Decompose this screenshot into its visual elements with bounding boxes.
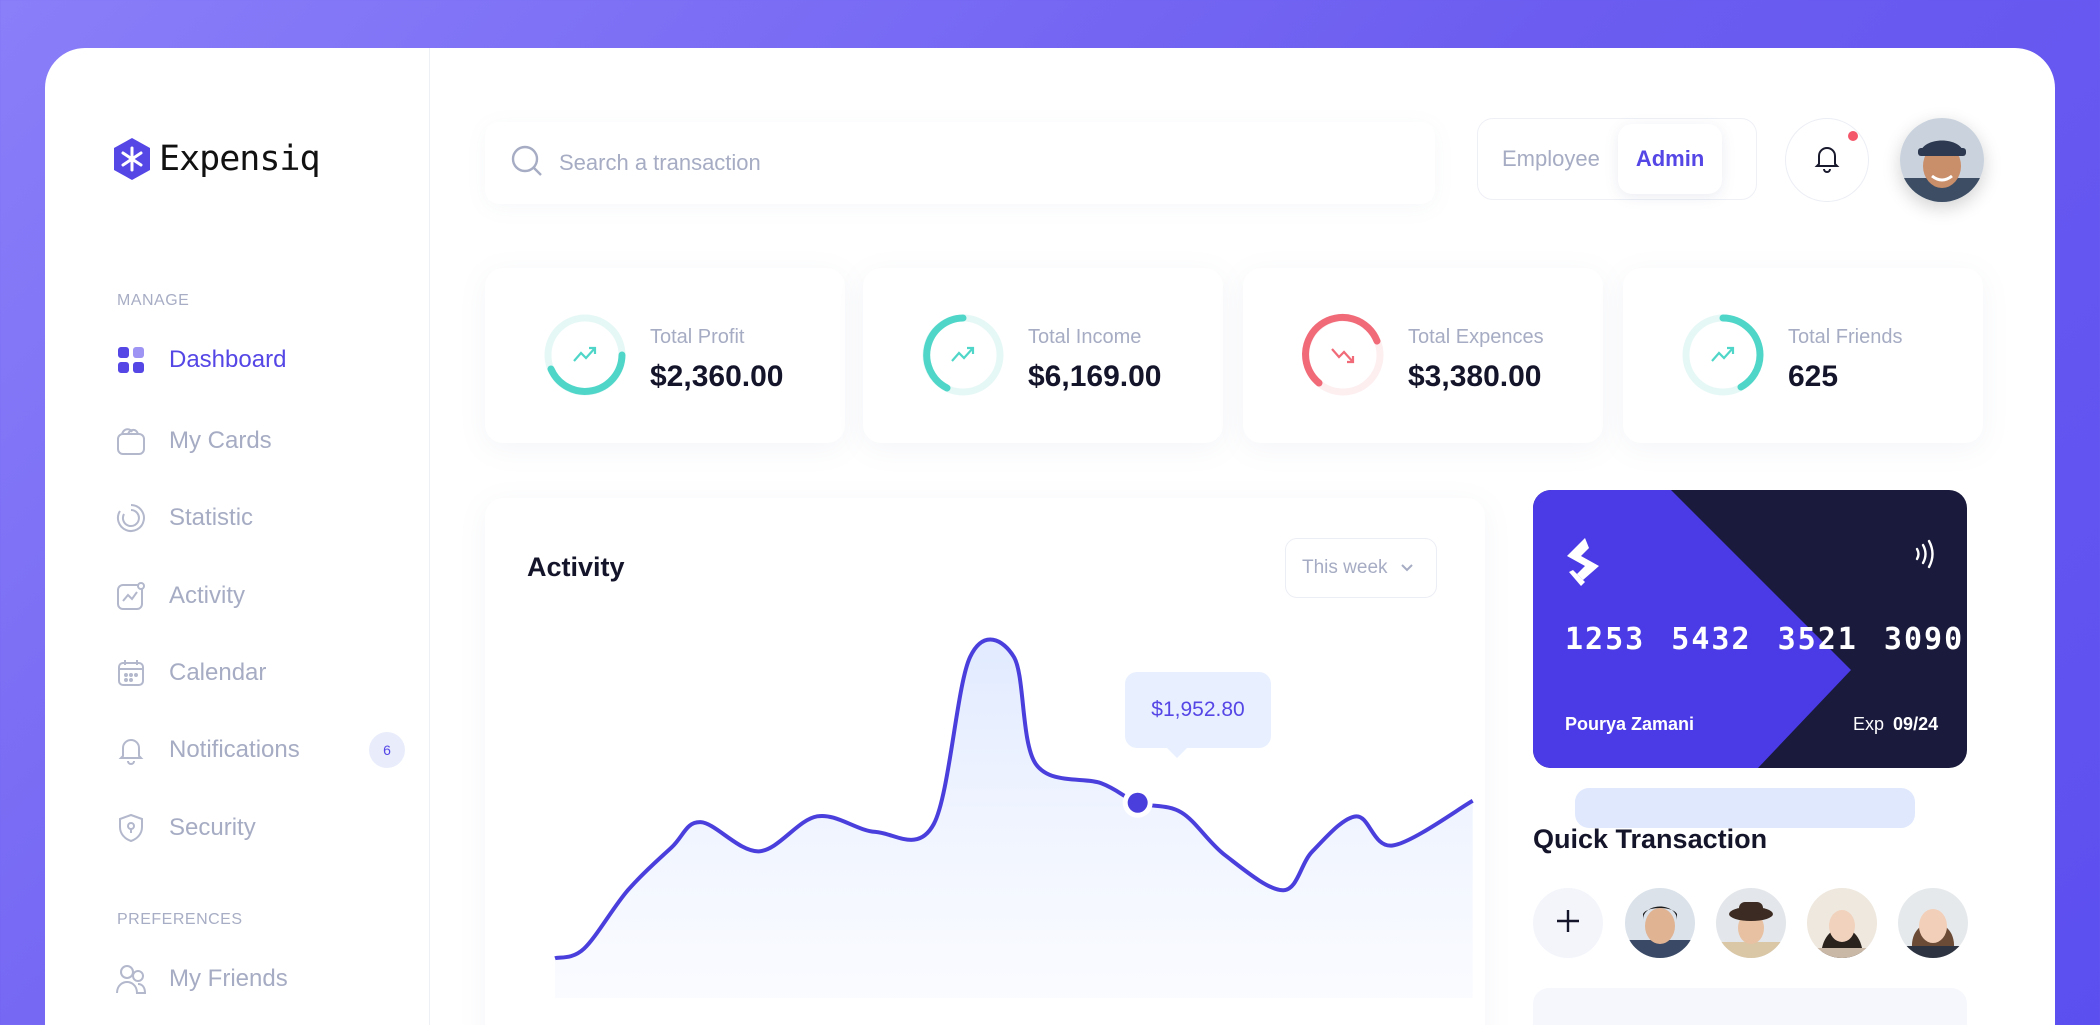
sidebar-item-statistic[interactable]: Statistic xyxy=(115,496,405,540)
chart-tooltip: $1,952.80 xyxy=(1125,672,1271,758)
notification-dot xyxy=(1848,131,1858,141)
contact-avatar[interactable] xyxy=(1807,888,1877,958)
activity-title: Activity xyxy=(527,552,625,582)
card-background xyxy=(1533,490,1851,768)
section-label-manage: MANAGE xyxy=(117,292,190,309)
x-axis-label: FEB xyxy=(684,1022,717,1025)
stat-card-total-profit[interactable]: Total Profit $2,360.00 xyxy=(485,268,845,443)
period-label: This week xyxy=(1302,557,1388,578)
stat-value: $3,380.00 xyxy=(1408,360,1542,393)
quick-transaction-title: Quick Transaction xyxy=(1533,824,1768,854)
activity-icon xyxy=(115,580,147,612)
wallet-icon xyxy=(115,425,147,457)
x-axis-label: JAN xyxy=(539,1022,571,1025)
trend-up-icon xyxy=(922,314,1004,396)
stat-label: Total Friends xyxy=(1788,326,1903,348)
s-logo-icon xyxy=(1563,536,1603,595)
search-bar[interactable] xyxy=(485,122,1435,204)
stat-card-total-income[interactable]: Total Income $6,169.00 xyxy=(863,268,1223,443)
notifications-badge: 6 xyxy=(369,732,405,768)
trend-down-icon xyxy=(1302,313,1384,396)
sidebar-item-activity[interactable]: Activity xyxy=(115,574,405,618)
period-select[interactable]: This week xyxy=(1285,538,1437,598)
bell-icon xyxy=(1812,143,1842,178)
shield-icon xyxy=(115,812,147,844)
stat-card-total-expences[interactable]: Total Expences $3,380.00 xyxy=(1243,268,1603,443)
quick-transaction-panel xyxy=(1533,988,1967,1025)
sidebar-item-label: My Friends xyxy=(169,965,288,992)
role-toggle: Employee Admin xyxy=(1477,118,1757,200)
sidebar-item-calendar[interactable]: Calendar xyxy=(115,651,405,695)
x-axis-label: APR xyxy=(975,1022,1010,1025)
sidebar-item-label: Security xyxy=(169,814,256,841)
sidebar-item-label: Statistic xyxy=(169,504,254,531)
hexagon-snowflake-icon xyxy=(114,138,150,180)
brand-logo[interactable]: Expensiq xyxy=(111,136,321,182)
card-exp-label: Exp xyxy=(1853,714,1885,734)
contact-avatar[interactable] xyxy=(1898,888,1968,958)
sidebar-item-label: My Cards xyxy=(169,427,272,454)
section-label-preferences: PREFERENCES xyxy=(117,911,243,928)
credit-card[interactable]: 1253 5432 3521 3090 Pourya Zamani Exp 09… xyxy=(1533,490,1967,768)
x-axis-label: JUN xyxy=(1267,1022,1300,1025)
card-number: 1253 5432 3521 3090 xyxy=(1565,622,1965,657)
card-holder: Pourya Zamani xyxy=(1565,714,1695,734)
plus-icon xyxy=(1554,907,1582,940)
card-exp-value: 09/24 xyxy=(1893,714,1939,734)
contactless-icon xyxy=(1913,538,1939,575)
calendar-icon xyxy=(115,657,147,689)
notifications-button[interactable] xyxy=(1785,118,1869,202)
stat-card-total-friends[interactable]: Total Friends 625 xyxy=(1623,268,1983,443)
contact-avatar[interactable] xyxy=(1716,888,1786,958)
sidebar-item-label: Calendar xyxy=(169,659,267,686)
sidebar-item-notifications[interactable]: Notifications 6 xyxy=(115,728,405,772)
brand-name: Expensiq xyxy=(159,139,321,179)
sidebar-item-label: Activity xyxy=(169,582,246,609)
stat-label: Total Income xyxy=(1028,326,1142,348)
card-stack-shadow xyxy=(1575,788,1915,828)
dashboard-icon xyxy=(115,344,147,376)
activity-panel: Activity This week $1,952.80 JAN FEB MAR AP… xyxy=(485,498,1485,1025)
stat-label: Total Profit xyxy=(650,326,745,348)
sidebar-item-my-cards[interactable]: My Cards xyxy=(115,419,405,463)
contact-avatar[interactable] xyxy=(1625,888,1695,958)
add-contact-button[interactable] xyxy=(1533,888,1603,958)
search-input[interactable] xyxy=(559,150,1359,176)
bell-icon xyxy=(115,734,147,766)
stat-value: $2,360.00 xyxy=(650,360,784,393)
app-window: Expensiq MANAGE Dashboard My Ca xyxy=(45,48,2055,1025)
search-icon xyxy=(511,145,543,182)
sidebar-item-my-friends[interactable]: My Friends xyxy=(115,957,405,1001)
sidebar-item-label: Dashboard xyxy=(169,346,287,373)
activity-chart xyxy=(554,637,1474,998)
chevron-down-icon xyxy=(1400,557,1414,579)
sidebar-item-dashboard[interactable]: Dashboard xyxy=(115,338,405,382)
sidebar: Expensiq MANAGE Dashboard My Ca xyxy=(45,48,430,1025)
x-axis-label: MAR xyxy=(827,1022,865,1025)
trend-up-icon xyxy=(1682,314,1764,396)
sidebar-item-label: Notifications xyxy=(169,736,300,763)
role-employee[interactable]: Employee xyxy=(1502,146,1600,171)
stat-label: Total Expences xyxy=(1408,326,1544,348)
user-avatar[interactable] xyxy=(1900,118,1984,202)
trend-up-icon xyxy=(544,314,626,396)
chart-line xyxy=(554,637,1474,961)
friends-icon xyxy=(115,963,147,995)
stat-value: 625 xyxy=(1788,360,1839,393)
chart-highlight-point[interactable] xyxy=(1127,792,1148,813)
x-axis-label: MAY xyxy=(1120,1022,1156,1025)
chart-area xyxy=(555,639,1473,998)
role-admin[interactable]: Admin xyxy=(1617,124,1723,194)
x-axis-label: JUL xyxy=(1414,1022,1444,1025)
sidebar-item-security[interactable]: Security xyxy=(115,806,405,850)
stat-value: $6,169.00 xyxy=(1028,360,1162,393)
card-expiry: Exp 09/24 xyxy=(1853,714,1938,735)
statistic-icon xyxy=(115,502,147,534)
